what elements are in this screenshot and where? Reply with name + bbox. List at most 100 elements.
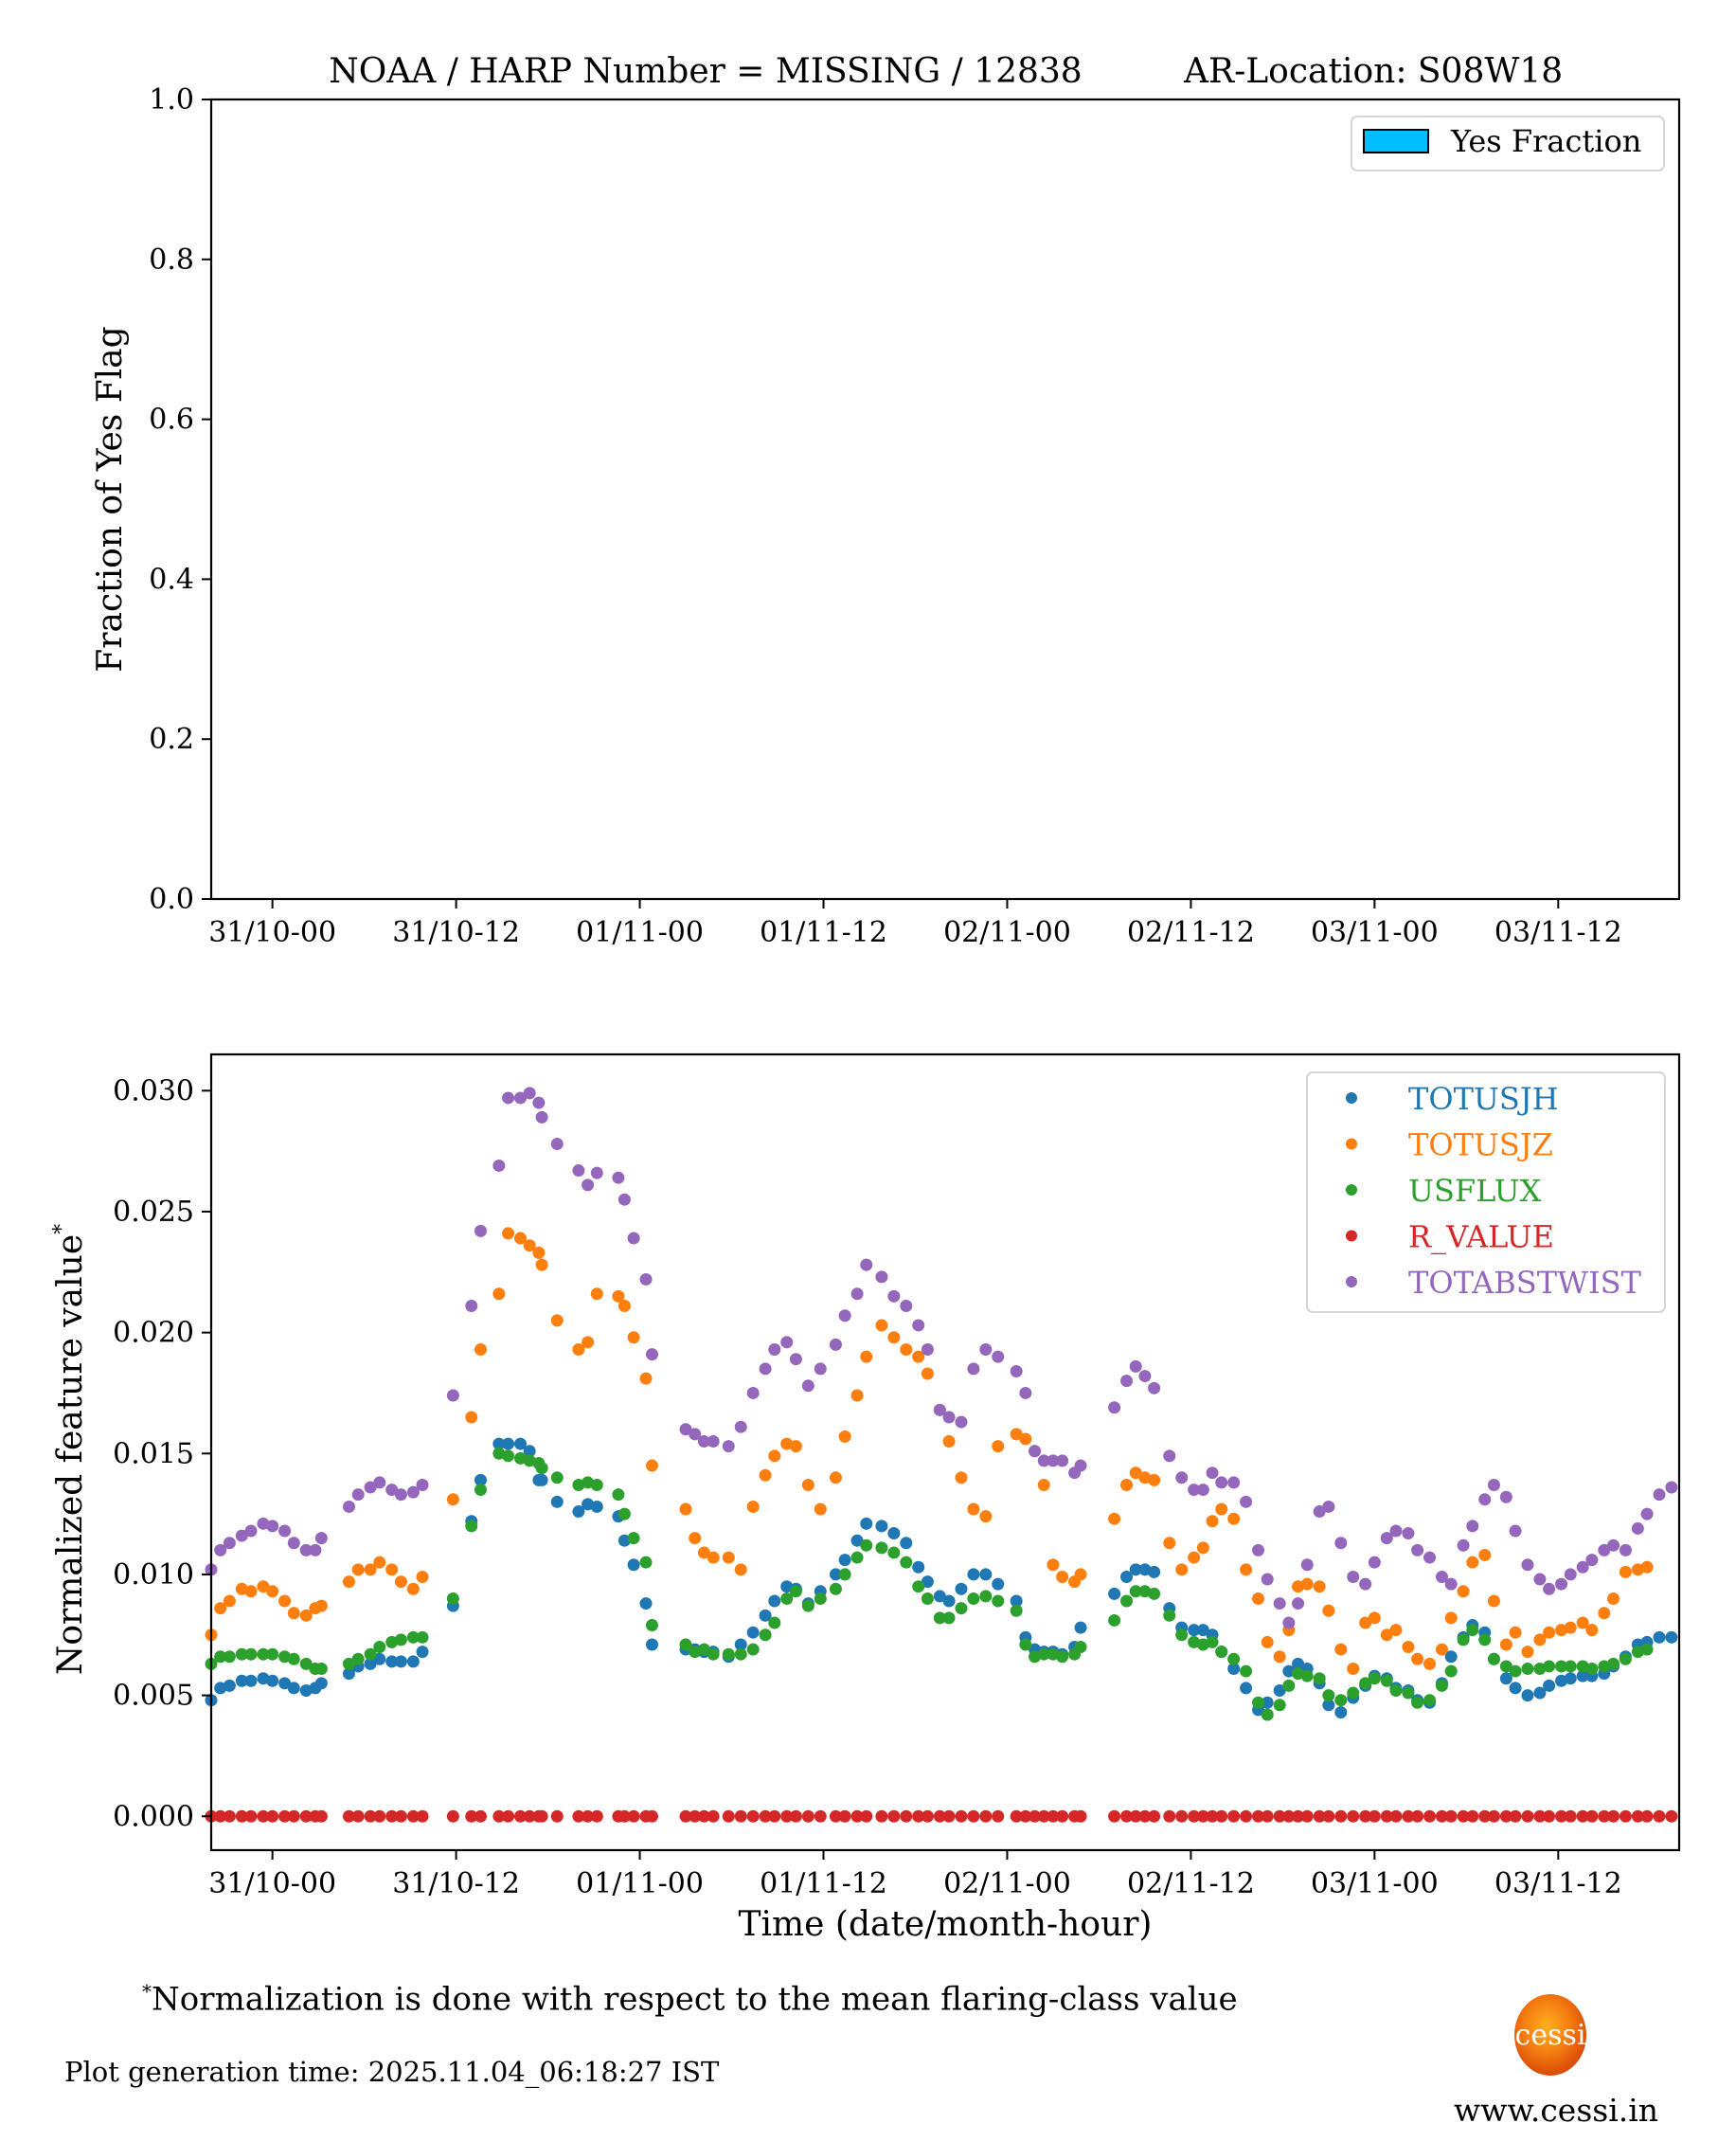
data-point — [789, 1353, 802, 1366]
legend-label: TOTUSJZ — [1408, 1127, 1553, 1163]
data-point — [860, 1538, 873, 1552]
data-point — [1175, 1809, 1189, 1823]
data-point — [645, 1809, 658, 1823]
data-point — [385, 1563, 399, 1576]
y-tick-label: 0.005 — [113, 1680, 194, 1713]
data-point — [1282, 1809, 1296, 1823]
data-point — [257, 1647, 270, 1661]
data-point — [1499, 1490, 1512, 1503]
data-point — [1347, 1663, 1360, 1676]
footnote-marker: * — [142, 1980, 152, 2003]
data-point — [707, 1809, 720, 1823]
data-point — [1282, 1616, 1296, 1629]
series-r-value — [205, 1809, 1678, 1823]
data-point — [627, 1232, 640, 1245]
data-point — [759, 1809, 772, 1823]
data-point — [474, 1809, 487, 1823]
data-point — [1598, 1543, 1611, 1556]
data-point — [1359, 1577, 1372, 1591]
data-point — [1163, 1609, 1176, 1622]
data-point — [1466, 1809, 1479, 1823]
data-point — [746, 1809, 760, 1823]
data-point — [1019, 1809, 1032, 1823]
data-point — [639, 1372, 653, 1385]
data-point — [1555, 1809, 1568, 1823]
x-tick-label: 31/10-00 — [208, 1867, 336, 1900]
x-tick-label: 31/10-12 — [392, 916, 520, 949]
data-point — [992, 1577, 1005, 1591]
data-point — [1313, 1809, 1326, 1823]
data-point — [309, 1543, 322, 1556]
data-point — [829, 1582, 842, 1595]
data-point — [1478, 1493, 1492, 1506]
data-point — [992, 1809, 1005, 1823]
x-tick-label: 02/11-00 — [943, 1867, 1071, 1900]
data-point — [838, 1309, 851, 1322]
data-point — [1380, 1532, 1393, 1545]
data-point — [912, 1350, 925, 1363]
data-point — [1175, 1628, 1189, 1642]
data-point — [921, 1367, 934, 1380]
data-point — [406, 1630, 420, 1644]
data-point — [1640, 1809, 1654, 1823]
bottom-legend-frame — [1306, 1071, 1666, 1313]
data-point — [1282, 1679, 1296, 1692]
top-y-axis: 0.0 0.2 0.4 0.6 0.8 1.0 — [149, 83, 211, 916]
data-point — [1163, 1537, 1176, 1550]
data-point — [572, 1505, 585, 1519]
y-tick-label: 1.0 — [149, 83, 194, 117]
legend-marker-icon — [1346, 1230, 1357, 1242]
y-tick-label: 0.4 — [149, 563, 194, 596]
data-point — [342, 1809, 355, 1823]
data-point — [474, 1224, 487, 1237]
data-point — [1368, 1556, 1381, 1569]
data-point — [214, 1543, 227, 1556]
data-point — [572, 1809, 585, 1823]
data-point — [617, 1300, 631, 1313]
data-point — [801, 1478, 814, 1491]
data-point — [235, 1529, 248, 1542]
data-point — [1555, 1660, 1568, 1673]
data-point — [235, 1809, 248, 1823]
data-point — [1411, 1696, 1424, 1709]
data-point — [474, 1484, 487, 1497]
data-point — [734, 1647, 747, 1661]
data-point — [707, 1647, 720, 1661]
data-point — [244, 1809, 258, 1823]
x-tick-label: 01/11-12 — [760, 1867, 887, 1900]
data-point — [278, 1524, 292, 1538]
data-point — [1509, 1809, 1522, 1823]
data-point — [1435, 1679, 1448, 1692]
data-point — [1010, 1809, 1023, 1823]
data-point — [679, 1809, 692, 1823]
data-point — [850, 1551, 864, 1564]
data-point — [1607, 1538, 1620, 1552]
data-point — [1411, 1543, 1424, 1556]
data-point — [1411, 1652, 1424, 1665]
data-point — [780, 1592, 794, 1605]
data-point — [364, 1563, 377, 1576]
data-point — [1665, 1481, 1678, 1494]
data-point — [1252, 1543, 1265, 1556]
data-point — [502, 1437, 515, 1450]
data-point — [967, 1502, 980, 1516]
data-point — [612, 1171, 625, 1184]
data-point — [829, 1809, 842, 1823]
data-point — [266, 1585, 279, 1598]
data-point — [734, 1420, 747, 1433]
data-point — [933, 1611, 946, 1625]
data-point — [639, 1597, 653, 1610]
cessi-logo: cessi — [1514, 1994, 1586, 2076]
data-point — [627, 1558, 640, 1572]
data-point — [342, 1575, 355, 1589]
data-point — [860, 1258, 873, 1271]
data-point — [697, 1546, 710, 1559]
data-point — [1227, 1512, 1241, 1525]
data-point — [364, 1809, 377, 1823]
data-point — [1478, 1633, 1492, 1646]
yes-fraction-legend-label: Yes Fraction — [1450, 123, 1641, 159]
data-point — [416, 1646, 429, 1659]
data-point — [582, 1809, 595, 1823]
data-point — [838, 1554, 851, 1567]
y-tick-label: 0.000 — [113, 1800, 194, 1833]
